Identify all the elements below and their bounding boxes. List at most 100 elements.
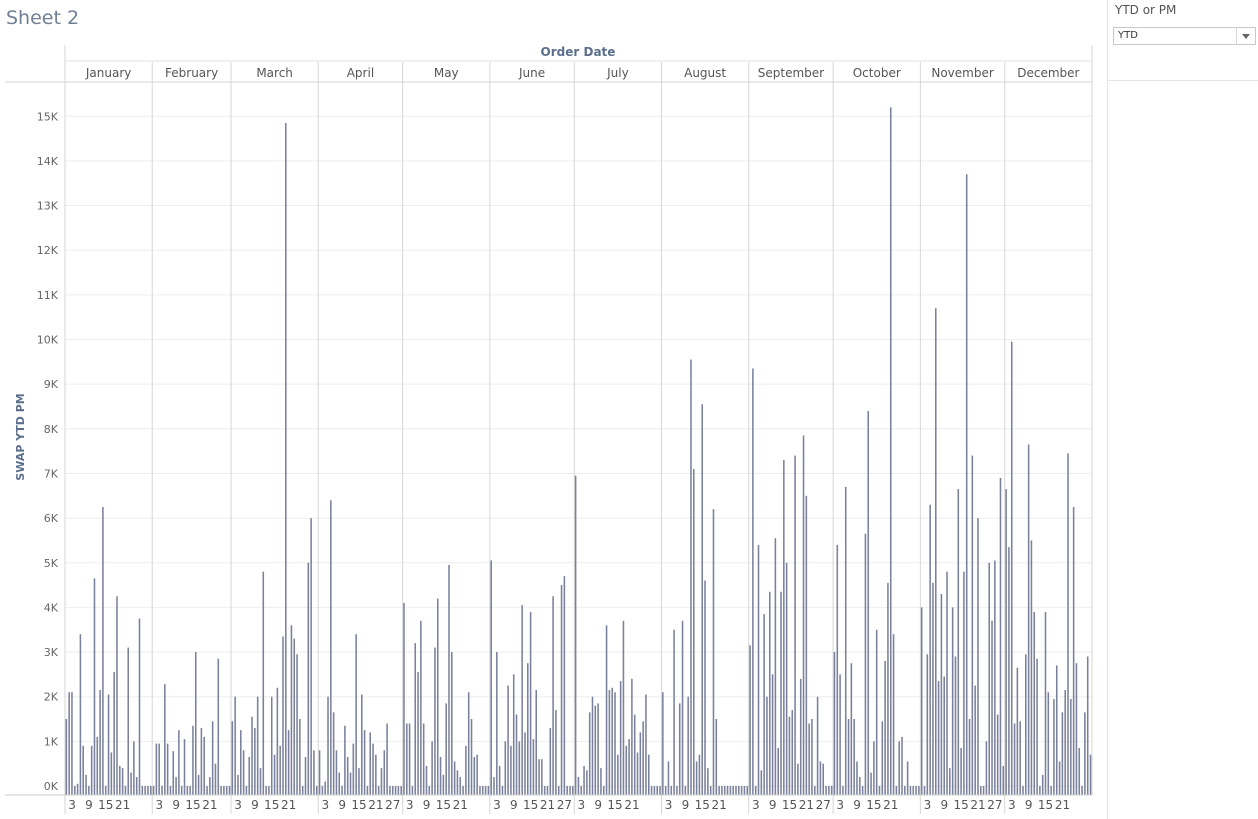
bar[interactable] [121, 768, 124, 795]
bar[interactable] [600, 768, 602, 795]
bar[interactable] [901, 736, 903, 795]
bar[interactable] [650, 786, 653, 795]
bar[interactable] [1050, 786, 1052, 795]
bar[interactable] [68, 692, 70, 795]
bar[interactable] [974, 685, 976, 795]
bar[interactable] [327, 696, 329, 795]
bar[interactable] [256, 696, 259, 795]
bar[interactable] [155, 743, 158, 795]
bar[interactable] [408, 723, 411, 795]
bar[interactable] [687, 696, 689, 795]
bar[interactable] [332, 712, 335, 795]
bar[interactable] [543, 786, 546, 795]
bar[interactable] [119, 765, 121, 795]
bar[interactable] [467, 692, 470, 795]
bar[interactable] [242, 750, 245, 795]
bar[interactable] [422, 723, 425, 795]
bar[interactable] [124, 786, 127, 795]
bar[interactable] [240, 730, 242, 795]
bar[interactable] [1055, 665, 1058, 795]
bar[interactable] [709, 786, 712, 795]
bar[interactable] [225, 786, 228, 795]
bar[interactable] [642, 721, 644, 795]
bar[interactable] [130, 772, 132, 795]
bar[interactable] [197, 774, 200, 795]
bar[interactable] [149, 786, 152, 795]
bar[interactable] [273, 754, 276, 795]
bar[interactable] [1033, 611, 1036, 795]
bar[interactable] [853, 719, 855, 795]
bar[interactable] [304, 756, 307, 795]
bar[interactable] [735, 786, 737, 795]
bar[interactable] [211, 721, 214, 795]
bar[interactable] [552, 596, 554, 795]
bar[interactable] [434, 647, 436, 795]
bar[interactable] [752, 368, 754, 795]
bar[interactable] [555, 710, 557, 795]
bar[interactable] [192, 725, 194, 795]
bar[interactable] [1008, 547, 1010, 795]
bar[interactable] [512, 674, 515, 796]
bar[interactable] [648, 754, 650, 795]
bar[interactable] [383, 750, 386, 795]
bar[interactable] [867, 410, 870, 795]
bar[interactable] [144, 786, 146, 795]
bar[interactable] [532, 739, 535, 795]
bar[interactable] [622, 620, 625, 795]
bar[interactable] [994, 560, 996, 795]
bar[interactable] [633, 714, 636, 795]
bar[interactable] [963, 571, 965, 795]
bar[interactable] [473, 756, 476, 795]
bar[interactable] [166, 743, 169, 795]
bar[interactable] [949, 768, 951, 795]
bar[interactable] [788, 716, 791, 795]
bar[interactable] [825, 786, 827, 795]
bar[interactable] [282, 636, 284, 795]
bar[interactable] [214, 763, 217, 795]
bar[interactable] [259, 768, 262, 795]
bar[interactable] [164, 684, 166, 795]
bar[interactable] [79, 634, 82, 795]
bar[interactable] [104, 786, 107, 795]
bar[interactable] [116, 596, 118, 795]
bar[interactable] [763, 614, 765, 795]
bar[interactable] [237, 774, 239, 795]
bar[interactable] [1027, 444, 1030, 795]
bar[interactable] [1084, 712, 1086, 795]
bar[interactable] [439, 756, 442, 795]
bar[interactable] [712, 509, 715, 795]
bar[interactable] [346, 756, 349, 795]
bar[interactable] [1078, 748, 1081, 795]
bar[interactable] [946, 571, 948, 795]
bar[interactable] [1002, 765, 1005, 795]
bar[interactable] [141, 786, 144, 795]
bar[interactable] [462, 786, 464, 795]
bar[interactable] [403, 602, 405, 795]
bar[interactable] [335, 750, 338, 795]
bar[interactable] [895, 786, 898, 795]
bar[interactable] [507, 685, 509, 795]
bar[interactable] [653, 786, 656, 795]
bar[interactable] [1086, 656, 1089, 795]
bar[interactable] [625, 745, 628, 795]
bar[interactable] [276, 687, 279, 795]
bar[interactable] [285, 122, 287, 795]
bar[interactable] [732, 786, 734, 795]
bar[interactable] [1013, 723, 1016, 795]
bar[interactable] [889, 107, 892, 795]
bar[interactable] [445, 703, 447, 795]
bar[interactable] [377, 786, 380, 795]
bar[interactable] [965, 174, 968, 796]
bar[interactable] [417, 672, 419, 795]
bar[interactable] [406, 723, 408, 795]
bar[interactable] [400, 786, 402, 795]
bar[interactable] [574, 475, 577, 795]
bar[interactable] [892, 634, 895, 795]
bar[interactable] [580, 786, 583, 795]
bar[interactable] [318, 750, 321, 795]
bar[interactable] [799, 678, 802, 795]
bar[interactable] [203, 736, 205, 795]
bar[interactable] [816, 696, 819, 795]
bar[interactable] [321, 786, 324, 795]
bar[interactable] [673, 629, 675, 795]
